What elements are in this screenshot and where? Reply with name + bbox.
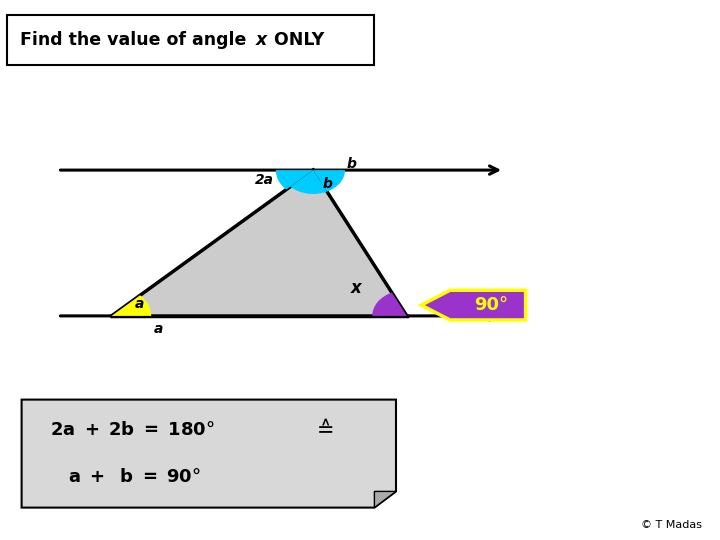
FancyArrow shape (421, 291, 526, 320)
Text: © T Madas: © T Madas (641, 520, 702, 530)
FancyBboxPatch shape (7, 15, 374, 65)
Wedge shape (372, 293, 407, 316)
Text: $\mathbf{2}$$\mathit{\mathbf{a}}$$\mathbf{\ +\ 2}$$\mathit{\mathbf{b}}$$\mathbf{: $\mathbf{2}$$\mathit{\mathbf{a}}$$\mathb… (50, 421, 215, 439)
Wedge shape (276, 170, 313, 190)
Wedge shape (313, 170, 345, 192)
Polygon shape (22, 400, 396, 508)
Text: x: x (351, 279, 361, 297)
Wedge shape (290, 170, 327, 194)
Text: Find the value of angle: Find the value of angle (20, 31, 253, 49)
Text: ≙: ≙ (317, 420, 334, 440)
Text: a: a (135, 297, 144, 311)
Polygon shape (112, 170, 407, 316)
Text: $\mathit{\mathbf{a}}$$\mathbf{\ +\ \ }$$\mathit{\mathbf{b}}$$\mathbf{\ =\ 90°}$: $\mathit{\mathbf{a}}$$\mathbf{\ +\ \ }$$… (68, 468, 202, 487)
Text: b: b (323, 177, 333, 191)
Polygon shape (374, 491, 396, 508)
Text: a: a (153, 322, 163, 336)
Text: b: b (346, 157, 356, 171)
Text: 2a: 2a (255, 173, 274, 187)
Wedge shape (112, 295, 151, 316)
Text: ONLY: ONLY (268, 31, 324, 49)
Text: x: x (256, 31, 267, 49)
Text: 90°: 90° (474, 296, 508, 314)
